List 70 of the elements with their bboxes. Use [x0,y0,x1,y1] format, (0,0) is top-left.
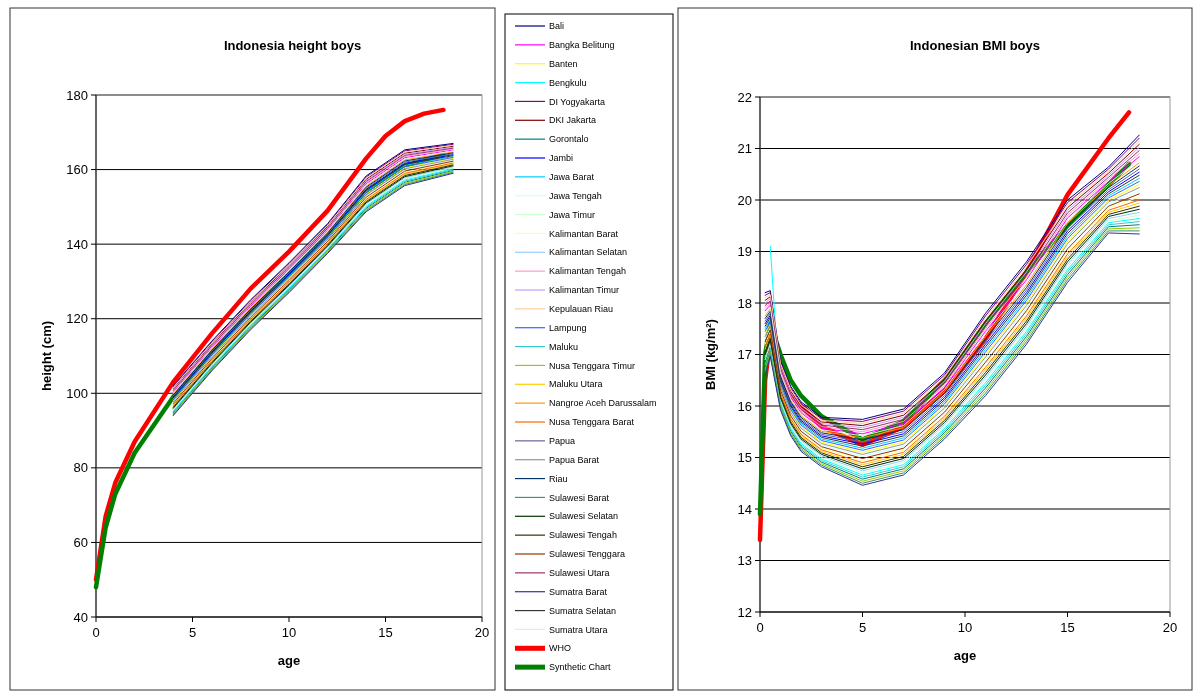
legend-label: Sulawesi Utara [549,568,610,579]
chart-title: Indonesia height boys [223,38,362,53]
legend-label: Nusa Tenggara Timur [549,360,635,371]
y-tick-label: 15 [737,450,752,466]
y-tick-label: 21 [737,141,752,157]
legend-label: Synthetic Chart [549,662,612,673]
x-tick-label: 20 [474,625,490,640]
y-tick-label: 140 [66,236,88,252]
y-axis-title: BMI (kg/m²) [703,319,718,390]
legend-label: Sulawesi Barat [549,492,610,503]
legend-label: Sumatra Selatan [549,605,617,616]
legend-label: Jawa Barat [549,172,595,183]
x-tick-label: 10 [281,625,297,640]
legend-label: Bangka Belitung [549,40,615,51]
x-tick-label: 5 [858,620,867,635]
legend-label: Jambi [549,153,574,164]
y-tick-label: 40 [73,609,88,625]
legend-label: Kalimantan Timur [549,285,620,296]
y-tick-label: 18 [737,295,752,311]
legend-label: Lampung [549,322,587,333]
legend-label: DKI Jakarta [549,115,597,126]
y-axis-title: height (cm) [39,320,54,392]
y-tick-label: 14 [737,501,752,517]
y-tick-label: 17 [737,347,752,363]
legend-label: Kalimantan Barat [549,228,619,239]
x-tick-label: 0 [92,625,100,640]
y-tick-label: 100 [66,385,88,401]
legend-label: Jawa Tengah [549,190,602,201]
legend-label: Sumatra Barat [549,586,608,597]
x-tick-label: 0 [756,620,764,635]
legend-label: Banten [549,58,578,69]
legend-label: Sulawesi Tenggara [549,549,625,560]
x-tick-label: 20 [1162,620,1178,635]
y-tick-label: 120 [66,311,88,327]
legend-label: Kepulauan Riau [549,304,614,315]
y-tick-label: 60 [73,534,88,550]
x-tick-label: 5 [188,625,197,640]
legend-label: Gorontalo [549,134,589,145]
y-tick-label: 22 [737,89,752,105]
legend-label: Kalimantan Tengah [549,266,626,277]
legend-label: Papua Barat [549,454,600,465]
legend-label: Sulawesi Tengah [549,530,617,541]
y-tick-label: 160 [66,162,88,178]
legend-label: Nusa Tenggara Barat [549,417,635,428]
y-tick-label: 16 [737,398,752,414]
legend-label: Riau [549,473,568,484]
legend-label: DI Yogyakarta [549,96,606,107]
x-tick-label: 15 [1060,620,1075,635]
legend-label: Maluku Utara [549,379,603,390]
legend-label: Bengkulu [549,77,587,88]
legend-label: Sulawesi Selatan [549,511,619,522]
legend-label: Nangroe Aceh Darussalam [549,398,657,409]
y-tick-label: 20 [737,192,752,208]
y-tick-label: 180 [66,87,88,103]
legend-label: Bali [549,21,565,32]
legend-label: Papua [549,436,576,447]
legend-label: Kalimantan Selatan [549,247,628,258]
x-tick-label: 10 [957,620,973,635]
legend-label: Sumatra Utara [549,624,608,635]
chart-title: Indonesian BMI boys [909,38,1041,53]
x-axis-title: age [277,653,301,668]
y-tick-label: 80 [73,460,88,476]
legend-label: Maluku [549,341,579,352]
x-axis-title: age [953,648,977,663]
y-tick-label: 19 [737,244,752,260]
legend-label: Jawa Timur [549,209,596,220]
x-tick-label: 15 [378,625,393,640]
y-tick-label: 12 [737,604,752,620]
y-tick-label: 13 [737,553,752,569]
legend-label: WHO [549,643,571,654]
